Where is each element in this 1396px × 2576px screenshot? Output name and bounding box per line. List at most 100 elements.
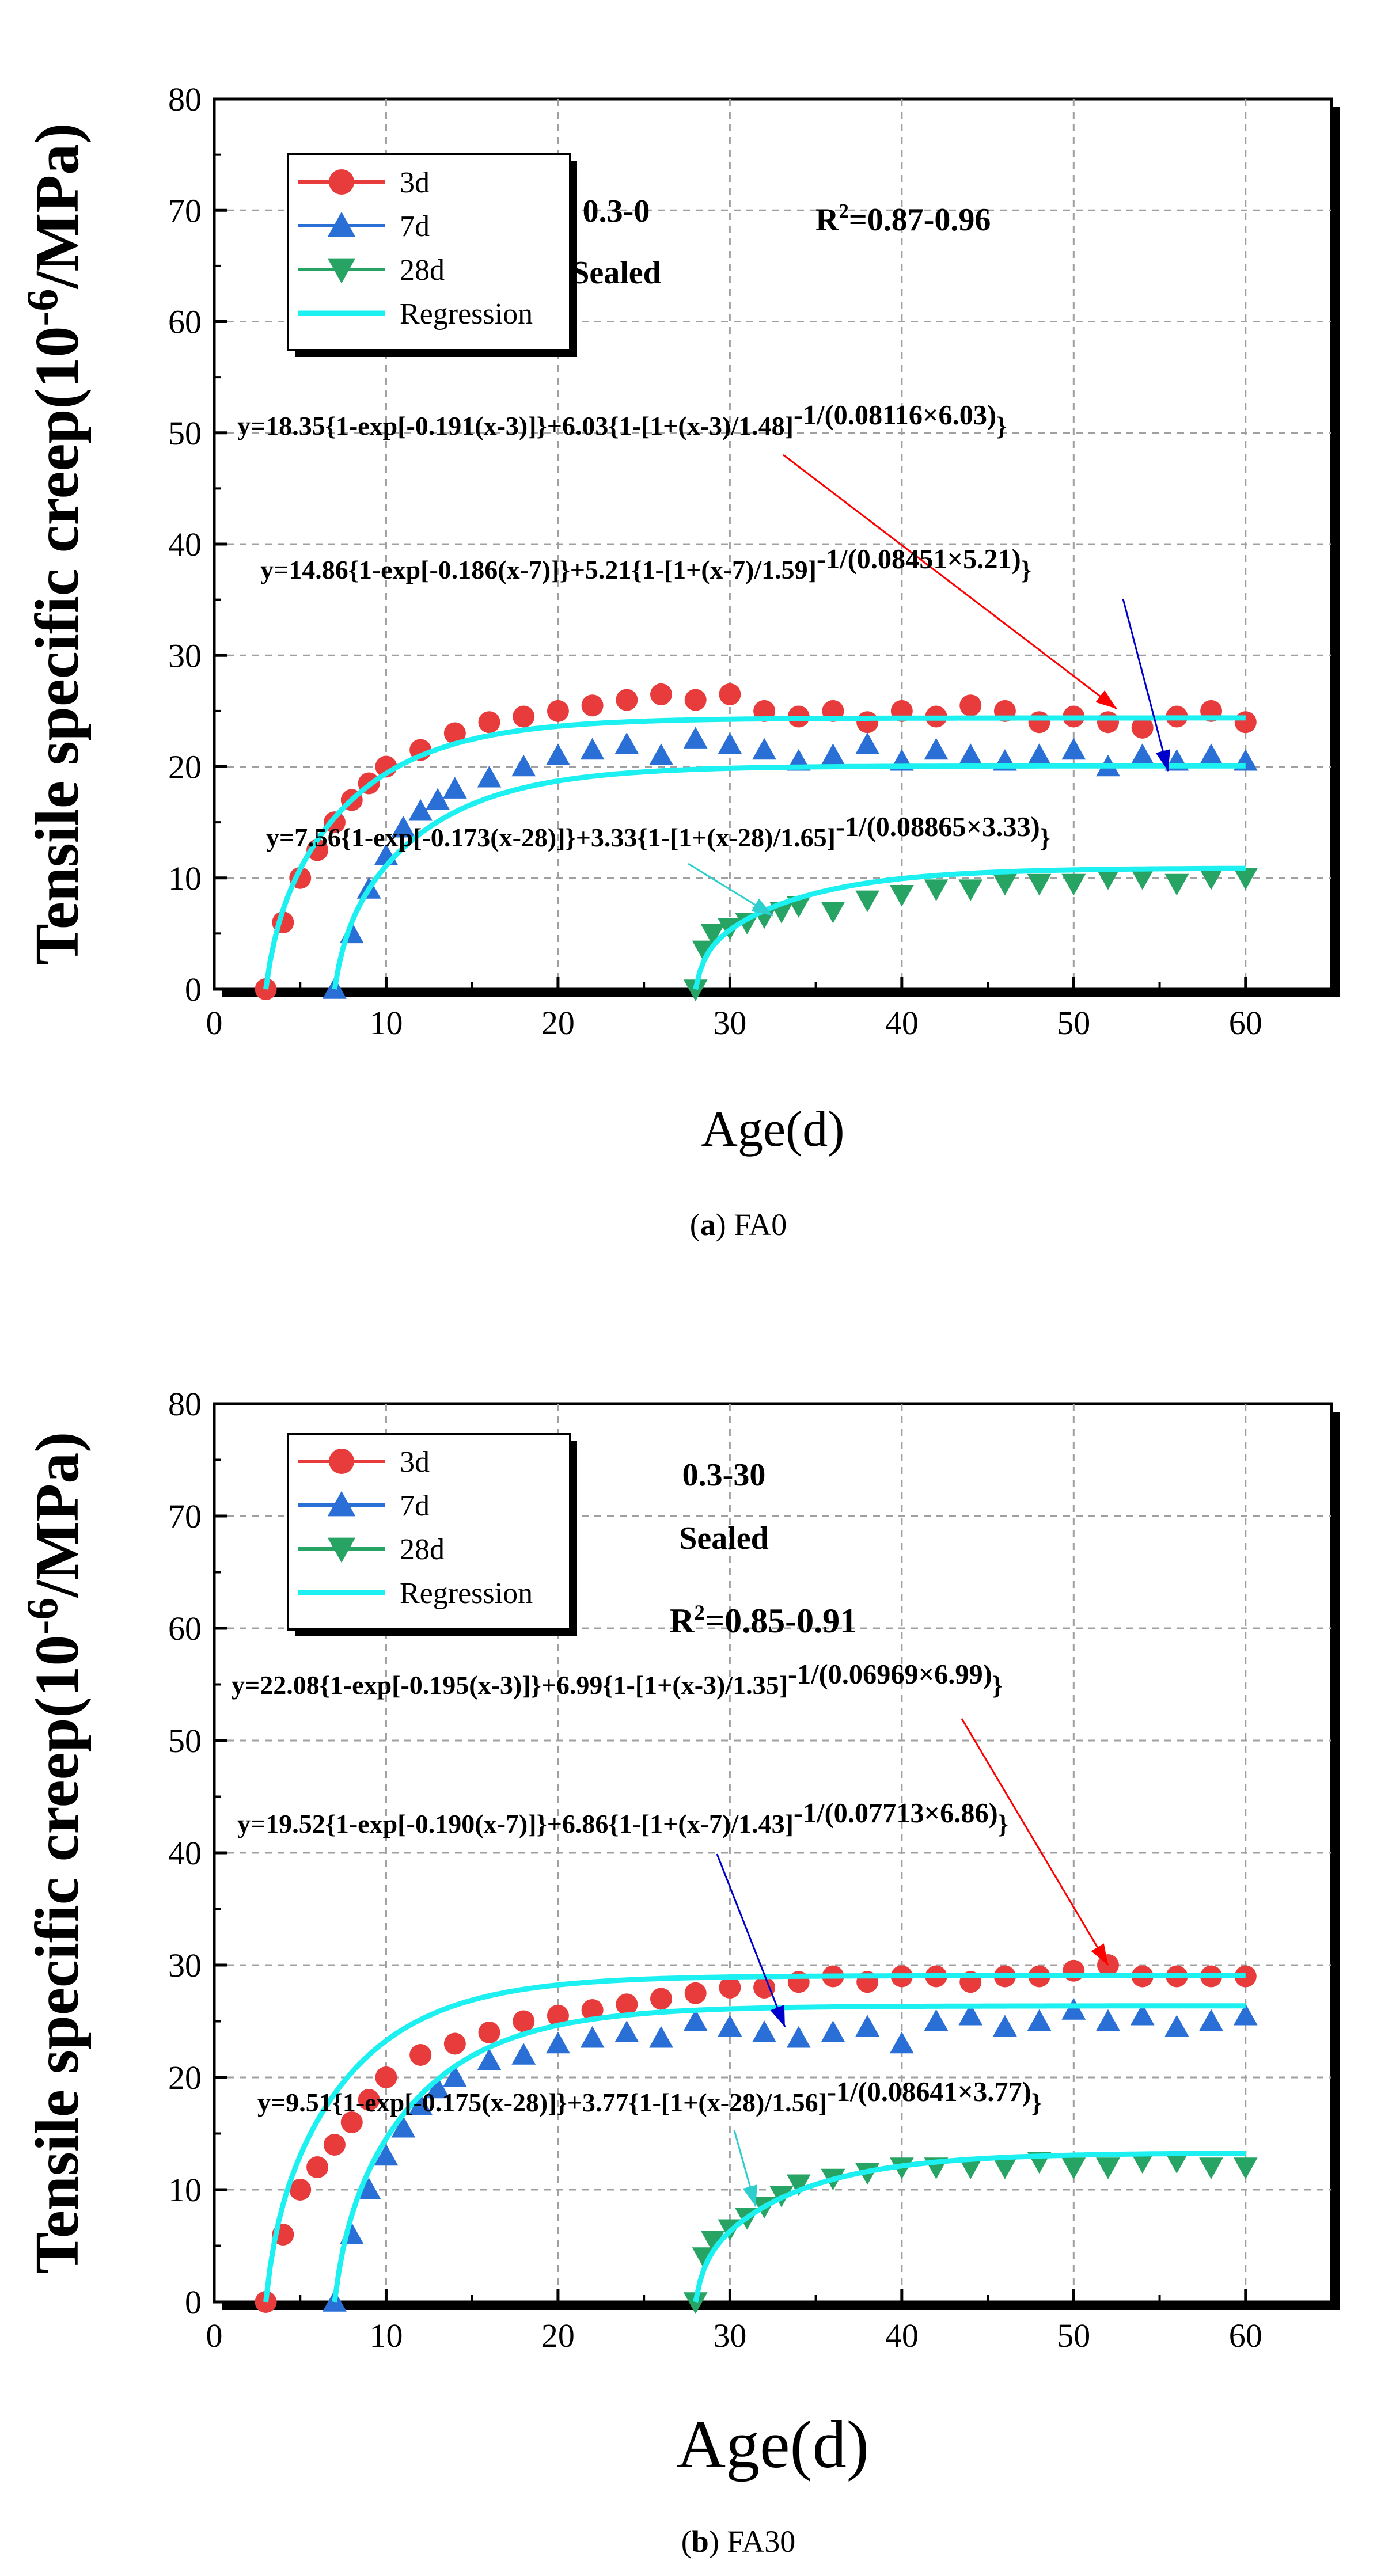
point-28d [683, 2292, 708, 2314]
arrow-line-7d [716, 1853, 786, 2027]
legend-marker-28d [327, 1537, 356, 1563]
regression-curve-3d [263, 715, 1246, 990]
point-28d [958, 2157, 983, 2179]
caption-letter: a [700, 1207, 716, 1242]
point-3d [478, 2022, 500, 2043]
y-tick-label: 80 [168, 1385, 202, 1423]
axis-ticks: 0 10 20 30 40 50 60 0 10 20 30 40 50 60 70 80 [168, 81, 1262, 1042]
y-axis-label-main: Tensile specific creep(10 [23, 1635, 92, 2274]
point-7d [1027, 743, 1052, 765]
equation-exponent: -1/(0.08451×5.21) [817, 544, 1021, 575]
point-7d [752, 2020, 776, 2042]
point-7d [1061, 738, 1086, 760]
y-tick-label: 50 [168, 1722, 202, 1760]
r-squared-value: =0.85-0.91 [705, 1602, 857, 1640]
point-7d [855, 732, 880, 754]
point-7d [683, 727, 708, 749]
legend-marker-28d [327, 258, 356, 284]
arrow-head-28d [751, 898, 773, 916]
point-7d [408, 2093, 433, 2115]
r-squared-symbol: R [669, 1602, 695, 1640]
point-7d [993, 2015, 1017, 2037]
point-7d [374, 2144, 399, 2166]
equation-tail: } [996, 411, 1007, 440]
point-7d [511, 754, 536, 777]
r-squared-value: =0.87-0.96 [849, 202, 991, 238]
legend: 3d 7d 28d Regression [287, 153, 577, 357]
y-tick-label: 20 [168, 2059, 202, 2096]
y-tick-label: 70 [168, 192, 202, 229]
series-7d [323, 1998, 1258, 2312]
point-28d [1130, 868, 1155, 890]
point-7d [855, 2015, 880, 2037]
point-3d [650, 683, 672, 705]
point-7d [614, 2020, 639, 2042]
equation-exponent: -1/(0.07713×6.86) [794, 1798, 998, 1829]
equation-3d: y=22.08{1-exp[-0.195(x-3)]}+6.99{1-[1+(x… [232, 1659, 1109, 1966]
y-axis-label-unit: /MPa) [23, 1432, 92, 1599]
y-tick-label: 60 [168, 303, 202, 341]
point-3d [513, 705, 535, 728]
point-7d [718, 2015, 742, 2037]
point-7d [924, 738, 949, 760]
caption-close-paren: ) [716, 1207, 726, 1242]
y-axis-label: Tensile specific creep(10-6/MPa) [17, 123, 92, 965]
point-3d [650, 1988, 672, 2010]
legend-label: 3d [400, 1446, 430, 1479]
point-28d [1199, 2157, 1223, 2179]
y-tick-label: 10 [168, 860, 202, 897]
point-7d [1164, 2015, 1189, 2037]
point-7d [1130, 2003, 1155, 2026]
point-7d [580, 2026, 605, 2048]
point-7d [821, 743, 845, 765]
point-28d [1233, 868, 1258, 890]
point-28d [1061, 2157, 1086, 2179]
point-28d [993, 2157, 1017, 2179]
point-28d [993, 873, 1017, 896]
point-3d [478, 711, 500, 734]
point-3d [616, 1993, 638, 2016]
point-3d [684, 1982, 707, 2004]
point-7d [924, 2009, 949, 2031]
point-7d [391, 815, 416, 838]
r-squared-label: R2=0.85-0.91 [669, 1601, 857, 1640]
y-axis-label: Tensile specific creep(10-6/MPa) [17, 1432, 92, 2274]
point-7d [821, 2020, 845, 2042]
panel-caption: (b) FA30 [681, 2524, 796, 2559]
x-tick-label: 50 [1057, 1004, 1090, 1042]
point-7d [614, 732, 639, 754]
arrow-line-7d [1122, 598, 1169, 772]
equation-base: y=9.51{1-exp[-0.175(x-28)]}+3.77{1-[1+(x… [257, 2088, 827, 2117]
point-3d [513, 2010, 535, 2032]
legend: 3d 7d 28d Regression [287, 1433, 577, 1636]
regression-curve-28d [693, 865, 1246, 990]
point-3d [358, 2089, 380, 2111]
y-axis-label-unit: /MPa) [23, 123, 92, 290]
y-axis-label-main: Tensile specific creep(10 [23, 326, 92, 965]
x-tick-label: 30 [713, 2317, 746, 2354]
point-28d [700, 2231, 725, 2252]
caption-text: FA0 [726, 1207, 787, 1242]
point-7d [408, 799, 433, 821]
point-3d [1028, 711, 1050, 734]
point-7d [718, 732, 742, 754]
r-squared-symbol: R [815, 202, 839, 238]
equation-base: y=18.35{1-exp[-0.191(x-3)]}+6.03{1-[1+(x… [237, 411, 794, 440]
equation-3d: y=18.35{1-exp[-0.191(x-3)]}+6.03{1-[1+(x… [237, 400, 1117, 710]
caption-open-paren: ( [690, 1207, 700, 1242]
arrow-line-3d [783, 454, 1117, 710]
legend-marker-7d [327, 211, 356, 237]
equation-28d: y=7.56{1-exp[-0.173(x-28)]}+3.33{1-[1+(x… [266, 812, 1050, 917]
y-tick-label: 30 [168, 637, 202, 674]
point-7d [426, 2076, 450, 2099]
x-tick-label: 0 [206, 2317, 223, 2354]
point-7d [1199, 743, 1223, 765]
condition-label: Sealed [679, 1521, 769, 1556]
y-tick-label: 80 [168, 81, 202, 118]
equation-base: y=14.86{1-exp[-0.186(x-7)]}+5.21{1-[1+(x… [260, 555, 817, 584]
x-tick-label: 10 [369, 1004, 403, 1042]
point-3d [856, 711, 879, 734]
x-tick-label: 0 [206, 1004, 223, 1042]
x-tick-label: 40 [885, 1004, 919, 1042]
